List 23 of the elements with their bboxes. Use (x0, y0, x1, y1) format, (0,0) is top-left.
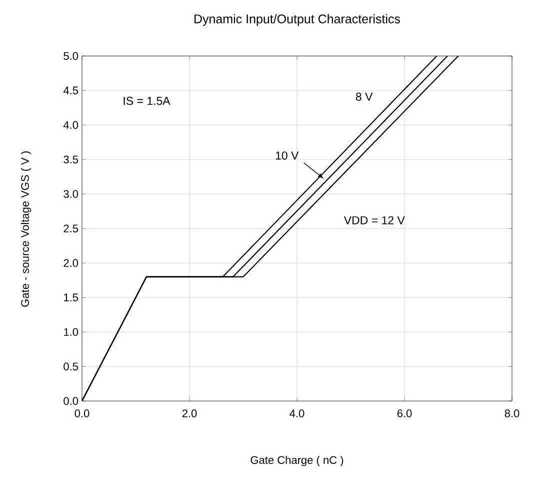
y-tick-label: 3.5 (64, 156, 78, 164)
x-axis-title: Gate Charge ( nC ) (250, 456, 344, 466)
y-tick-label: 4.0 (63, 121, 78, 129)
y-axis-title: Gate - source Voltage VGS ( V ) (20, 151, 32, 307)
y-tick-label: 0.5 (64, 362, 78, 370)
y-tick-label: 1.5 (64, 294, 78, 302)
y-tick-label: 2.0 (64, 259, 78, 267)
y-tick-label: 1.0 (64, 328, 78, 336)
annotation: 10 V (276, 151, 299, 160)
chart-title: Dynamic Input/Output Characteristics (194, 14, 400, 26)
y-tick-label: 0.0 (64, 397, 78, 405)
annotation: 8 V (356, 92, 373, 101)
y-tick-label: 2.5 (64, 224, 78, 232)
y-tick-label: 3.0 (64, 190, 78, 198)
annotation: VDD = 12 V (344, 216, 405, 224)
x-tick-label: 2.0 (182, 410, 197, 418)
y-tick-label: 5.0 (64, 52, 78, 60)
x-tick-label: 8.0 (504, 410, 520, 418)
annotation: IS = 1.5A (124, 96, 170, 105)
y-tick-label: 4.5 (63, 86, 78, 94)
x-tick-label: 0.0 (74, 410, 90, 418)
x-tick-label: 4.0 (290, 410, 304, 418)
x-tick-label: 6.0 (397, 410, 412, 418)
